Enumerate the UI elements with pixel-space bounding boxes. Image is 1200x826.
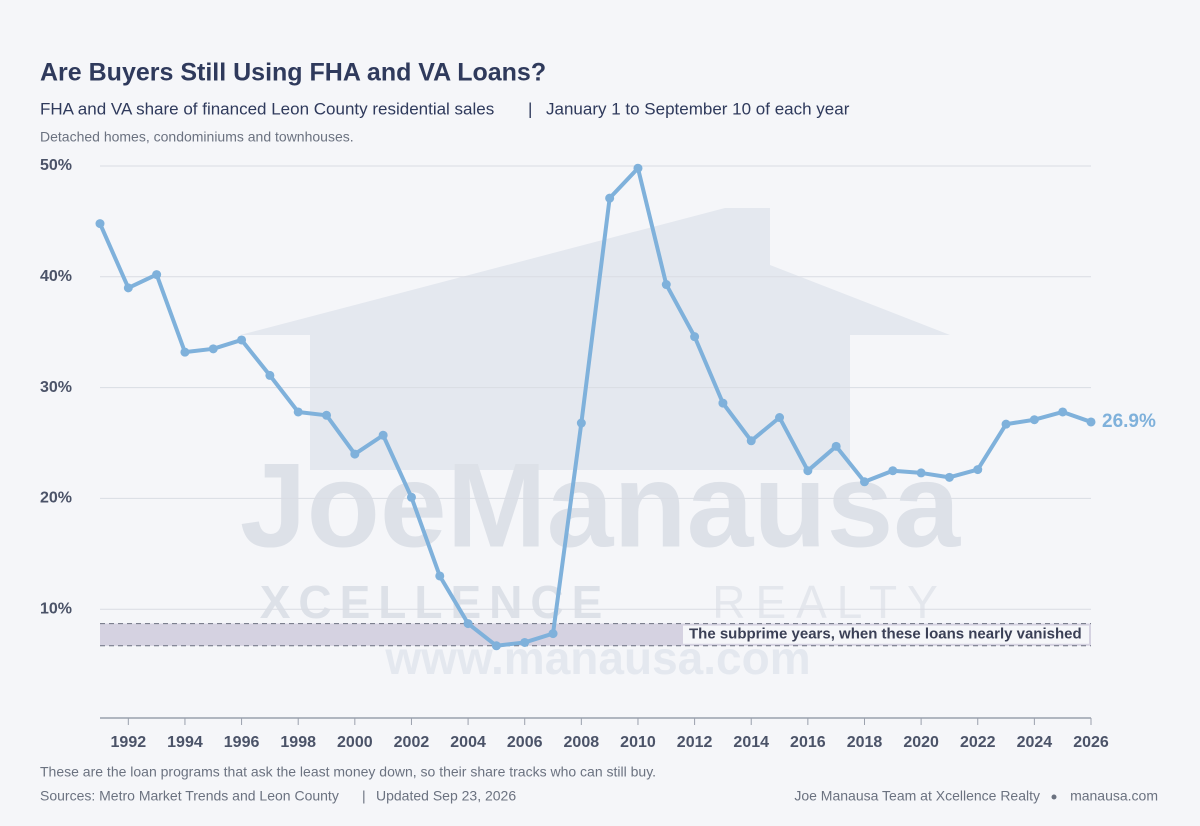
point xyxy=(1029,415,1039,425)
credit: Joe Manausa Team at Xcellence Realty xyxy=(794,788,1040,804)
x-tick-label: 2022 xyxy=(960,734,996,751)
description: Detached homes, condominiums and townhou… xyxy=(40,129,354,145)
point xyxy=(803,466,813,476)
point xyxy=(95,219,105,229)
x-tick-label: 1992 xyxy=(111,734,147,751)
point xyxy=(208,344,218,354)
point xyxy=(123,283,133,293)
point xyxy=(633,163,643,173)
point xyxy=(888,466,898,476)
point xyxy=(775,413,785,423)
watermark-realty: REALTY xyxy=(712,576,948,628)
x-tick-label: 2000 xyxy=(337,734,373,751)
point xyxy=(350,449,360,459)
x-tick-label: 2010 xyxy=(620,734,656,751)
y-tick-label: 30% xyxy=(40,379,72,396)
point xyxy=(548,629,558,639)
point xyxy=(152,270,162,280)
line xyxy=(98,166,1092,648)
point xyxy=(463,619,473,629)
point xyxy=(916,468,926,478)
sources: Sources: Metro Market Trends and Leon Co… xyxy=(40,788,339,804)
point xyxy=(1086,417,1096,427)
x-tick-label: 1998 xyxy=(280,734,316,751)
x-tick-label: 2014 xyxy=(733,734,769,751)
point xyxy=(605,193,615,203)
updated: Updated Sep 23, 2026 xyxy=(376,788,516,804)
point xyxy=(1058,407,1068,417)
chart-title: Are Buyers Still Using FHA and VA Loans? xyxy=(40,59,546,87)
note: These are the loan programs that ask the… xyxy=(40,764,656,780)
point xyxy=(831,441,841,451)
x-tick-label: 1994 xyxy=(167,734,203,751)
point xyxy=(491,641,501,651)
x-tick-label: 2004 xyxy=(450,734,486,751)
watermark-brand: JoeManausa xyxy=(240,439,962,573)
point xyxy=(265,370,275,380)
x-tick-label: 2008 xyxy=(564,734,600,751)
x-tick-label: 2006 xyxy=(507,734,543,751)
band-label: The subprime years, when these loans nea… xyxy=(689,626,1082,643)
subtitle: January 1 to September 10 of each year xyxy=(546,99,850,118)
watermark-house xyxy=(240,208,950,470)
credit-site: manausa.com xyxy=(1070,788,1158,804)
separator: | xyxy=(362,788,366,804)
separator: | xyxy=(528,99,532,118)
watermark-xcellence: XCELLENCE xyxy=(260,576,611,628)
plot: 10% 20% 30% 40% 50% 1992 1994 1996 1998 2000 2002 2… xyxy=(40,157,1156,751)
x-tick-label: 2002 xyxy=(394,734,430,751)
value-label: 26.9% xyxy=(1102,411,1156,432)
point xyxy=(859,477,869,487)
point xyxy=(293,407,303,417)
x-tick-label: 2016 xyxy=(790,734,826,751)
subtitle: FHA and VA share of financed Leon County… xyxy=(40,99,494,118)
x-tick-label: 2018 xyxy=(847,734,883,751)
point xyxy=(690,332,700,342)
point xyxy=(944,472,954,482)
point xyxy=(520,637,530,647)
point xyxy=(661,280,671,290)
point xyxy=(576,418,586,428)
y-tick-label: 10% xyxy=(40,600,72,617)
bullet xyxy=(1051,794,1057,800)
point xyxy=(180,347,190,357)
y-tick-label: 50% xyxy=(40,157,72,174)
point xyxy=(746,436,756,446)
point xyxy=(406,492,416,502)
x-tick-label: 2020 xyxy=(903,734,939,751)
point xyxy=(973,465,983,475)
x-tick-label: 1996 xyxy=(224,734,260,751)
x-tick-label: 2026 xyxy=(1073,734,1109,751)
point xyxy=(378,430,388,440)
x-tick-label: 2012 xyxy=(677,734,713,751)
x-tick-label: 2024 xyxy=(1017,734,1053,751)
band-label-bg xyxy=(683,625,1089,644)
point xyxy=(322,410,332,420)
y-tick-label: 40% xyxy=(40,268,72,285)
point xyxy=(1001,419,1011,429)
point xyxy=(237,335,247,345)
point xyxy=(718,398,728,408)
y-tick-label: 20% xyxy=(40,490,72,507)
point xyxy=(435,571,445,581)
